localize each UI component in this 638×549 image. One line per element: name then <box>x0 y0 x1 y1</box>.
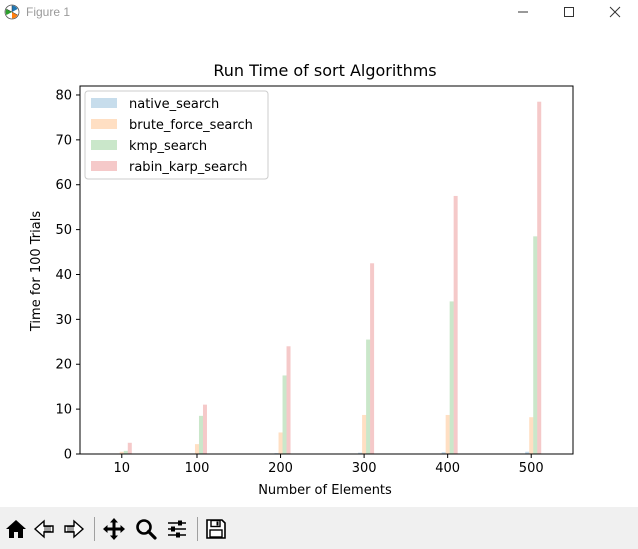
bar-native_search <box>525 451 530 454</box>
pan-button[interactable] <box>100 515 128 543</box>
y-tick-label: 70 <box>55 133 72 148</box>
window-title: Figure 1 <box>26 5 71 19</box>
x-axis-label: Number of Elements <box>258 483 392 498</box>
title-bar: Figure 1 <box>0 0 638 24</box>
toolbar-separator <box>94 517 95 541</box>
bar-brute_force_search <box>278 432 283 454</box>
close-icon <box>609 6 621 18</box>
save-icon <box>206 519 226 539</box>
configure-subplots-icon <box>168 520 186 538</box>
y-tick-label: 50 <box>55 223 72 238</box>
close-button[interactable] <box>592 0 638 24</box>
pan-icon <box>103 518 125 540</box>
y-tick-label: 40 <box>55 268 72 283</box>
maximize-icon <box>564 7 574 17</box>
home-icon <box>6 520 26 538</box>
bar-native_search <box>441 452 446 454</box>
bar-chart: Run Time of sort Algorithms 10 100 200 300 4… <box>29 61 574 498</box>
bar-kmp_search <box>449 301 454 454</box>
x-tick-label: 200 <box>268 461 293 476</box>
bar-kmp_search <box>198 415 203 454</box>
bar-brute_force_search <box>194 444 199 454</box>
save-button[interactable] <box>202 515 230 543</box>
legend-swatch-native_search <box>91 98 117 108</box>
axes-frame <box>79 85 574 455</box>
forward-button[interactable] <box>60 515 88 543</box>
legend-swatch-brute_force_search <box>91 119 117 129</box>
bar-rabin_karp_search <box>286 346 291 454</box>
minimize-icon <box>518 11 528 13</box>
toolbar-separator <box>197 517 198 541</box>
back-arrow-icon <box>33 519 54 539</box>
y-tick-label: 80 <box>55 88 72 103</box>
bar-kmp_search <box>533 236 538 454</box>
bar-rabin_karp_search <box>537 101 542 455</box>
bar-brute_force_search <box>119 451 124 454</box>
bar-brute_force_search <box>362 414 367 454</box>
configure-subplots-button[interactable] <box>163 515 191 543</box>
bar-rabin_karp_search <box>202 404 207 454</box>
legend-box <box>84 90 269 180</box>
y-tick-label: 30 <box>55 313 72 328</box>
bar-rabin_karp_search <box>127 442 132 454</box>
y-tick-label: 20 <box>55 358 72 373</box>
zoom-icon <box>136 519 157 540</box>
navigation-toolbar <box>0 507 638 549</box>
bar-kmp_search <box>123 450 128 454</box>
legend-label-brute_force_search: brute_force_search <box>129 118 253 133</box>
back-button[interactable] <box>30 515 58 543</box>
x-tick-label: 100 <box>185 461 210 476</box>
chart-title: Run Time of sort Algorithms <box>213 61 436 80</box>
y-axis-label: Time for 100 Trials <box>29 211 44 332</box>
matplotlib-app-icon <box>4 4 20 20</box>
bar-rabin_karp_search <box>370 263 375 454</box>
legend-label-native_search: native_search <box>129 97 219 112</box>
home-button[interactable] <box>2 515 30 543</box>
y-tick-label: 10 <box>55 403 72 418</box>
legend-label-rabin_karp_search: rabin_karp_search <box>129 160 247 175</box>
y-tick-label: 0 <box>64 448 72 463</box>
bar-brute_force_search <box>445 414 450 454</box>
legend-label-kmp_search: kmp_search <box>129 139 207 154</box>
legend-swatch-rabin_karp_search <box>91 161 117 171</box>
bar-kmp_search <box>282 375 287 454</box>
figure-canvas: Run Time of sort Algorithms 10 100 200 300 4… <box>0 24 638 507</box>
x-tick-label: 300 <box>352 461 377 476</box>
bar-rabin_karp_search <box>453 195 458 454</box>
bar-brute_force_search <box>529 417 534 454</box>
bar-native_search <box>358 452 363 454</box>
plot-area: 10 100 200 300 400 500 0 10 20 30 40 50 60 70 80 native… <box>55 85 574 476</box>
legend-swatch-kmp_search <box>91 140 117 150</box>
x-tick-label: 400 <box>435 461 460 476</box>
x-tick-label: 500 <box>519 461 544 476</box>
zoom-button[interactable] <box>132 515 160 543</box>
forward-arrow-icon <box>64 519 85 539</box>
maximize-button[interactable] <box>546 0 592 24</box>
minimize-button[interactable] <box>500 0 546 24</box>
y-tick-label: 60 <box>55 178 72 193</box>
bar-kmp_search <box>366 339 371 454</box>
x-tick-label: 10 <box>114 461 131 476</box>
